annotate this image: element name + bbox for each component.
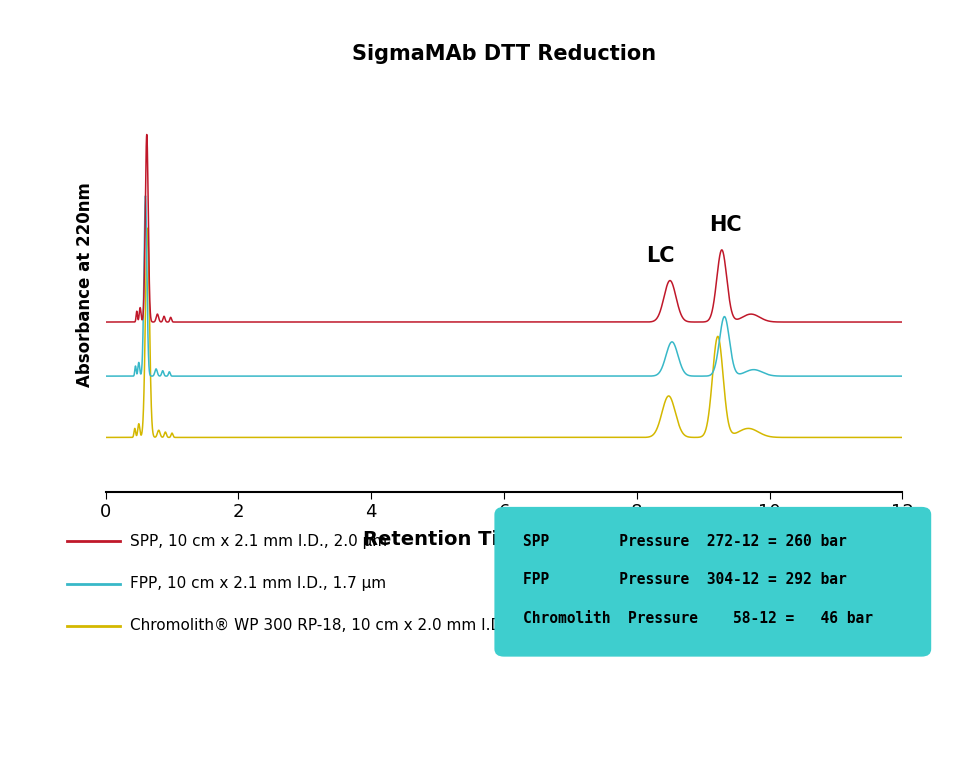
Text: LC: LC [646,246,674,266]
Title: SigmaMAb DTT Reduction: SigmaMAb DTT Reduction [352,44,656,65]
Text: FPP        Pressure  304-12 = 292 bar: FPP Pressure 304-12 = 292 bar [523,572,847,588]
Text: Chromolith® WP 300 RP-18, 10 cm x 2.0 mm I.D.: Chromolith® WP 300 RP-18, 10 cm x 2.0 mm… [130,618,507,634]
Text: SPP        Pressure  272-12 = 260 bar: SPP Pressure 272-12 = 260 bar [523,534,847,549]
Text: Chromolith  Pressure    58-12 =   46 bar: Chromolith Pressure 58-12 = 46 bar [523,611,874,626]
Y-axis label: Absorbance at 220nm: Absorbance at 220nm [77,182,94,386]
Text: SPP, 10 cm x 2.1 mm I.D., 2.0 μm: SPP, 10 cm x 2.1 mm I.D., 2.0 μm [130,534,387,549]
Text: HC: HC [708,216,741,236]
X-axis label: Retention Time (minutes): Retention Time (minutes) [363,530,645,548]
Text: FPP, 10 cm x 2.1 mm I.D., 1.7 μm: FPP, 10 cm x 2.1 mm I.D., 1.7 μm [130,576,386,591]
